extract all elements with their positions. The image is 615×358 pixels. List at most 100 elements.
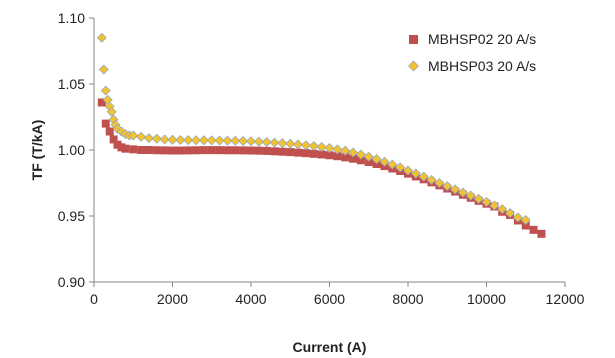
data-point [442, 181, 453, 192]
data-point [309, 149, 318, 158]
data-point [379, 156, 390, 167]
data-point [246, 136, 256, 147]
data-point [121, 144, 130, 153]
x-tick-label: 4000 [235, 291, 266, 307]
y-tick-label: 1.10 [58, 10, 85, 26]
data-point [426, 174, 437, 185]
data-point [333, 152, 342, 161]
data-point [418, 171, 429, 182]
data-point [332, 144, 343, 155]
data-point [356, 156, 365, 165]
legend-marker-mbhsp02 [409, 35, 418, 44]
x-tick-label: 8000 [392, 291, 423, 307]
data-point [98, 64, 109, 75]
data-point [128, 130, 139, 141]
axes-group: 0.90 0.95 1.00 1.05 1.10 0 2000 4000 6000 8000 100… [29, 10, 585, 355]
data-point [521, 221, 530, 230]
data-point [206, 135, 217, 146]
x-tick-label: 10000 [467, 291, 506, 307]
data-point [175, 134, 186, 145]
data-point [262, 146, 271, 155]
data-point [97, 98, 106, 107]
data-point [363, 151, 374, 162]
data-point [176, 146, 185, 155]
data-point [285, 138, 296, 149]
data-point [105, 127, 114, 136]
legend-marker-mbhsp03 [408, 60, 419, 72]
data-point [207, 146, 216, 155]
data-point [222, 135, 233, 146]
x-axis-title: Current (A) [293, 339, 367, 355]
data-point [223, 146, 232, 155]
data-point [109, 135, 118, 144]
data-point [136, 131, 147, 142]
data-point [269, 137, 280, 148]
data-point [167, 134, 178, 145]
data-point [215, 146, 224, 155]
data-point [293, 139, 304, 150]
data-point [152, 146, 161, 155]
data-point [247, 146, 255, 155]
data-point [489, 200, 500, 211]
data-point [497, 204, 508, 215]
data-point [395, 162, 406, 173]
data-point [231, 146, 240, 155]
data-point [286, 148, 295, 157]
data-point [465, 190, 476, 201]
data-point [143, 133, 154, 144]
legend-label-mbhsp03: MBHSP03 20 A/s [428, 58, 536, 74]
data-point [151, 133, 162, 144]
data-point [537, 229, 546, 238]
series-layer [96, 32, 546, 238]
data-point [183, 135, 194, 146]
data-point [349, 154, 358, 163]
data-point [340, 145, 351, 156]
data-point [450, 184, 461, 195]
data-point [308, 141, 319, 152]
data-point [348, 147, 359, 158]
x-tick-label: 12000 [546, 291, 585, 307]
x-tick-label: 2000 [157, 291, 188, 307]
data-point [316, 141, 327, 152]
data-point [341, 153, 350, 162]
data-point [160, 146, 169, 155]
data-point [277, 138, 288, 149]
y-tick-label: 1.00 [58, 142, 85, 158]
data-point [254, 146, 263, 155]
series-2 [96, 32, 531, 225]
data-point [96, 32, 107, 43]
data-point [214, 135, 225, 146]
data-point [278, 147, 287, 156]
data-point [520, 214, 531, 225]
data-point [238, 136, 249, 147]
data-point [192, 146, 201, 155]
data-point [410, 168, 421, 179]
data-point [129, 145, 138, 154]
y-tick-label: 1.05 [58, 76, 85, 92]
data-point [230, 135, 241, 146]
data-point [325, 151, 334, 160]
data-point [100, 85, 111, 96]
data-point [403, 165, 413, 176]
data-point [317, 150, 326, 159]
data-point [481, 197, 492, 208]
y-tick-label: 0.90 [58, 274, 85, 290]
data-point [144, 146, 153, 154]
data-point [457, 187, 468, 198]
data-point [300, 140, 311, 151]
data-point [168, 146, 177, 155]
data-point [198, 135, 209, 146]
data-point [434, 178, 445, 188]
data-point [294, 148, 303, 157]
data-point [101, 119, 110, 128]
data-point [301, 149, 310, 158]
x-tick-label: 0 [90, 291, 98, 307]
data-point [199, 146, 208, 155]
series-1 [97, 98, 546, 238]
x-tick-label: 6000 [314, 291, 345, 307]
data-point [473, 193, 484, 204]
data-point [106, 106, 117, 117]
data-point [239, 146, 248, 155]
data-point [529, 225, 538, 234]
